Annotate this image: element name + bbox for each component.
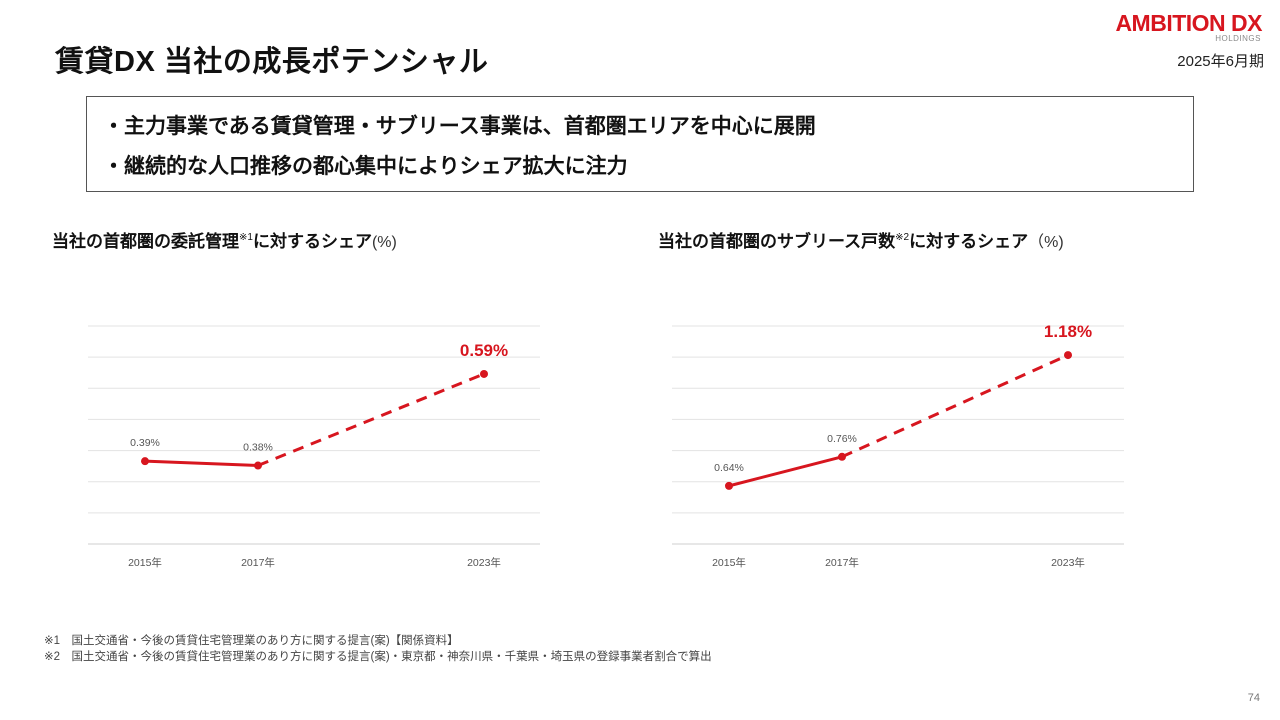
chart-unit: （%) (1028, 234, 1064, 251)
company-logo: AMBITION DX HOLDINGS (1082, 10, 1262, 46)
logo-wordmark: AMBITION DX (1115, 10, 1262, 36)
data-point (141, 457, 149, 466)
summary-line-1: ・主力事業である賃貸管理・サブリース事業は、首都圏エリアを中心に展開 (103, 115, 816, 138)
x-tick-label: 2015年 (712, 556, 746, 569)
series-line-solid (143, 459, 260, 468)
chart-title-sublease: 当社の首都圏のサブリース戸数※2に対するシェア（%) (658, 227, 1064, 252)
chart-title-text-suffix: に対するシェア (909, 232, 1029, 251)
series-line-solid (727, 455, 844, 488)
summary-line-2: ・継続的な人口推移の都心集中によりシェア拡大に注力 (103, 155, 628, 178)
summary-box: ・主力事業である賃貸管理・サブリース事業は、首都圏エリアを中心に展開 ・継続的な… (86, 96, 1194, 192)
x-tick-label: 2015年 (128, 556, 162, 569)
management-share-line-chart: 0.39% 2015年 0.38% 2017年 0.59% 2023年 (88, 325, 540, 569)
x-tick-label: 2017年 (241, 556, 275, 569)
footnote-ref-1: ※1 (239, 232, 253, 243)
page-title: 賃貸DX 当社の成長ポテンシャル (55, 46, 489, 78)
chart-title-text-suffix: に対するシェア (252, 232, 372, 251)
page-number: 74 (1247, 692, 1260, 704)
chart-title-management: 当社の首都圏の委託管理※1に対するシェア(%) (52, 227, 397, 252)
x-tick-label: 2017年 (825, 556, 859, 569)
data-label: 1.18% (1044, 322, 1092, 341)
series-line-dashed (257, 372, 485, 467)
data-label: 0.64% (714, 462, 744, 474)
x-tick-label: 2023年 (1051, 556, 1085, 569)
series-line-dashed (841, 353, 1069, 459)
fiscal-period: 2025年6月期 (1177, 53, 1264, 70)
data-point (254, 461, 262, 470)
data-point (480, 369, 488, 378)
data-label: 0.59% (460, 341, 508, 360)
chart-title-text: 当社の首都圏の委託管理 (52, 232, 239, 251)
logo-subtext: HOLDINGS (1215, 34, 1261, 43)
footnotes: ※1 国土交通省・今後の賃貸住宅管理業のあり方に関する提言(案)【関係資料】 ※… (44, 633, 712, 665)
data-point (1064, 351, 1072, 360)
data-label: 0.76% (827, 433, 857, 445)
footnote-ref-2: ※2 (895, 232, 910, 243)
footnote-2: ※2 国土交通省・今後の賃貸住宅管理業のあり方に関する提言(案)・東京都・神奈川… (44, 651, 712, 663)
chart-unit: (%) (371, 234, 397, 251)
sublease-share-line-chart: 0.64% 2015年 0.76% 2017年 1.18% 2023年 (672, 322, 1124, 569)
data-label: 0.39% (130, 437, 160, 449)
x-tick-label: 2023年 (467, 556, 501, 569)
data-point (725, 481, 733, 490)
chart-title-text: 当社の首都圏のサブリース戸数 (658, 232, 896, 251)
data-point (838, 452, 846, 461)
footnote-1: ※1 国土交通省・今後の賃貸住宅管理業のあり方に関する提言(案)【関係資料】 (44, 635, 459, 647)
data-label: 0.38% (243, 442, 273, 454)
